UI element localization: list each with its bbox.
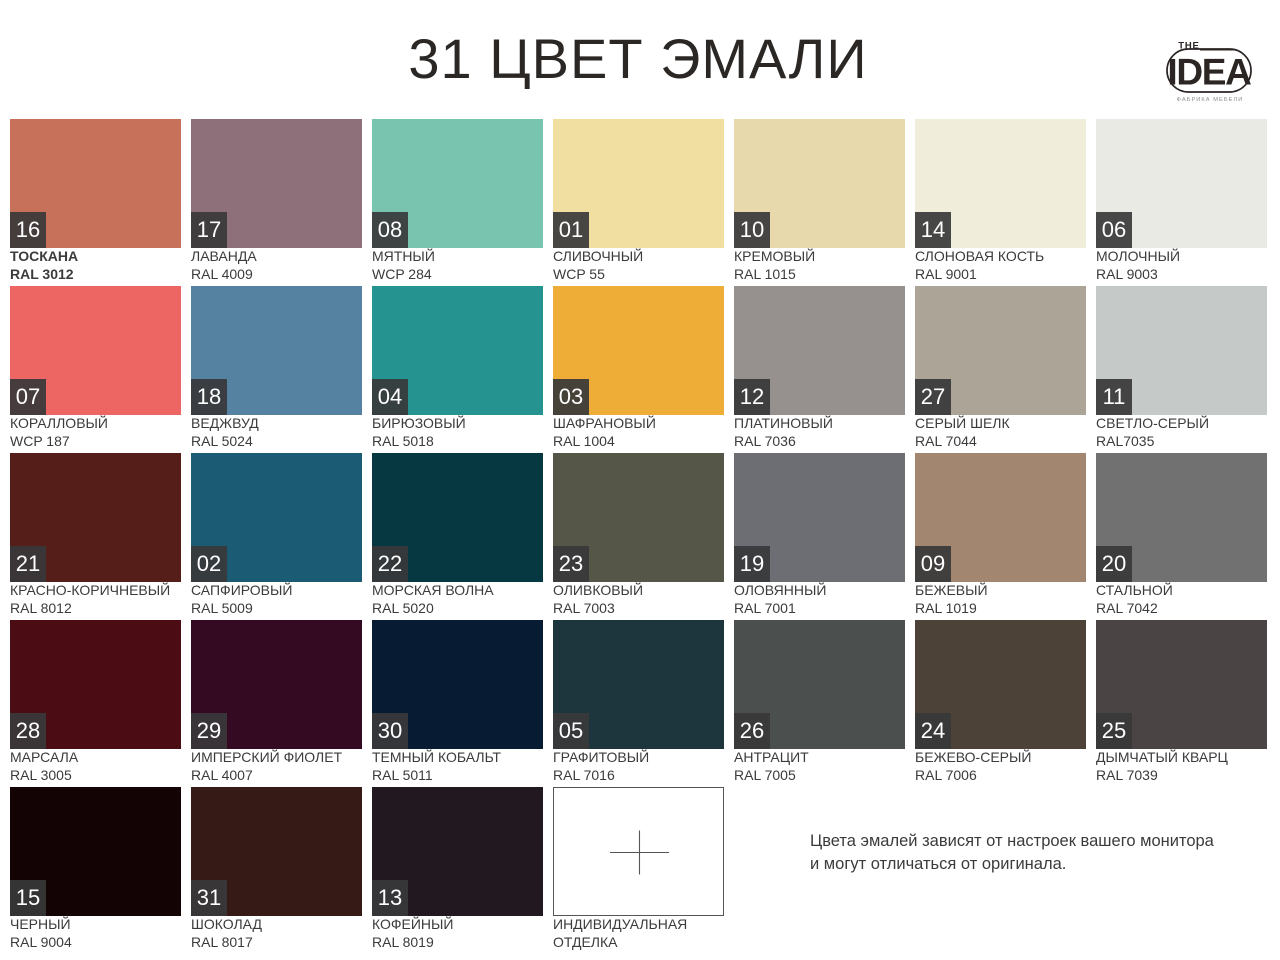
svg-text:IDEA: IDEA <box>1167 52 1251 93</box>
svg-text:THE: THE <box>1178 41 1199 52</box>
svg-text:ФАБРИКА МЕБЕЛИ: ФАБРИКА МЕБЕЛИ <box>1177 97 1244 103</box>
